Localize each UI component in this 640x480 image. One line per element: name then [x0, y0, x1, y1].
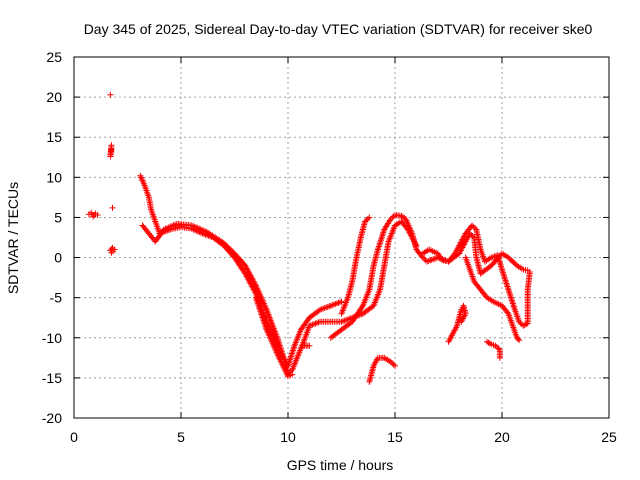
point-early-cluster [107, 91, 114, 98]
point-main-track-b [190, 223, 197, 230]
point-late-cluster [470, 223, 477, 230]
x-tick-label: 5 [177, 429, 185, 445]
y-tick-label: 5 [54, 209, 62, 225]
axis-ticks [73, 56, 610, 419]
point-main-track-c [280, 364, 287, 371]
point-early-cluster [108, 249, 115, 256]
point-isolated-mid [306, 342, 313, 349]
y-tick-label: 10 [46, 169, 62, 185]
point-late-cluster [516, 318, 523, 325]
point-low-arc [387, 358, 394, 365]
point-main-track-a [338, 298, 345, 305]
y-tick-label: 15 [46, 129, 62, 145]
x-tick-label: 10 [280, 429, 296, 445]
tick-labels: 0 5 10 15 20 25 -20 -15 -10 -5 0 5 10 15 20 25 [42, 49, 617, 445]
point-main-track-b [188, 222, 195, 229]
point-early-cluster [94, 212, 101, 219]
x-tick-label: 20 [494, 429, 510, 445]
y-tick-label: -15 [42, 370, 62, 386]
point-rising-track [366, 214, 373, 221]
point-main-track-c [280, 362, 287, 369]
point-main-track-b [200, 227, 207, 234]
point-secondary-track [389, 214, 396, 221]
y-tick-label: -20 [42, 410, 62, 426]
x-axis-label: GPS time / hours [287, 457, 394, 473]
point-main-track-b [199, 226, 206, 233]
point-rising-track [362, 218, 369, 225]
point-main-track-b [193, 224, 200, 231]
point-isolated-low [486, 340, 493, 347]
point-low-arc [390, 361, 397, 368]
point-secondary-track [468, 231, 475, 238]
point-main-track-c [282, 367, 289, 374]
chart-title: Day 345 of 2025, Sidereal Day-to-day VTE… [84, 21, 593, 37]
point-main-track-c [278, 359, 285, 366]
x-tick-label: 15 [387, 429, 403, 445]
point-main-track-c [289, 371, 296, 378]
point-secondary-track [421, 255, 428, 262]
point-main-track-c [283, 370, 290, 377]
point-mid-dip-cluster [458, 318, 465, 325]
point-early-cluster [109, 204, 116, 211]
point-isolated-low [494, 344, 501, 351]
point-main-track-c [275, 353, 282, 360]
plot-frame [73, 56, 610, 419]
point-main-track-c [277, 358, 284, 365]
y-tick-label: -5 [50, 290, 63, 306]
point-main-track-c [282, 368, 289, 375]
y-tick-label: 25 [46, 49, 62, 65]
point-main-track-c [274, 350, 281, 357]
point-main-track-b [197, 226, 204, 233]
point-main-track-b [252, 281, 259, 288]
point-main-track-c [275, 352, 282, 359]
point-isolated-low [495, 345, 502, 352]
y-axis-label: SDTVAR / TECUs [5, 182, 21, 294]
point-rising-track [364, 215, 371, 222]
point-late-cluster [471, 225, 478, 232]
point-main-track-c [276, 355, 283, 362]
point-descending-segment [516, 337, 523, 344]
y-tick-label: 20 [46, 89, 62, 105]
point-late-cluster [526, 268, 533, 275]
point-late-cluster [517, 320, 524, 327]
point-secondary-track [387, 216, 394, 223]
x-tick-label: 25 [601, 429, 617, 445]
point-low-arc [392, 362, 398, 369]
point-rising-track [363, 217, 370, 224]
data-points [85, 91, 533, 385]
point-early-cluster [108, 142, 115, 149]
point-isolated-low [496, 354, 503, 361]
point-main-track-b [194, 225, 201, 232]
point-descending-segment [504, 309, 511, 316]
point-secondary-track [390, 213, 397, 220]
point-main-track-b [196, 225, 203, 232]
point-low-arc [389, 360, 396, 367]
x-tick-label: 0 [70, 429, 78, 445]
point-main-track-b [191, 223, 198, 230]
point-main-track-c [279, 361, 286, 368]
point-isolated-low [492, 342, 499, 349]
point-main-track-c [277, 356, 284, 363]
y-tick-label: -10 [42, 330, 62, 346]
y-tick-label: 0 [54, 250, 62, 266]
point-descending-segment [515, 335, 522, 342]
point-late-cluster [469, 222, 476, 229]
point-main-track-c [281, 365, 288, 372]
